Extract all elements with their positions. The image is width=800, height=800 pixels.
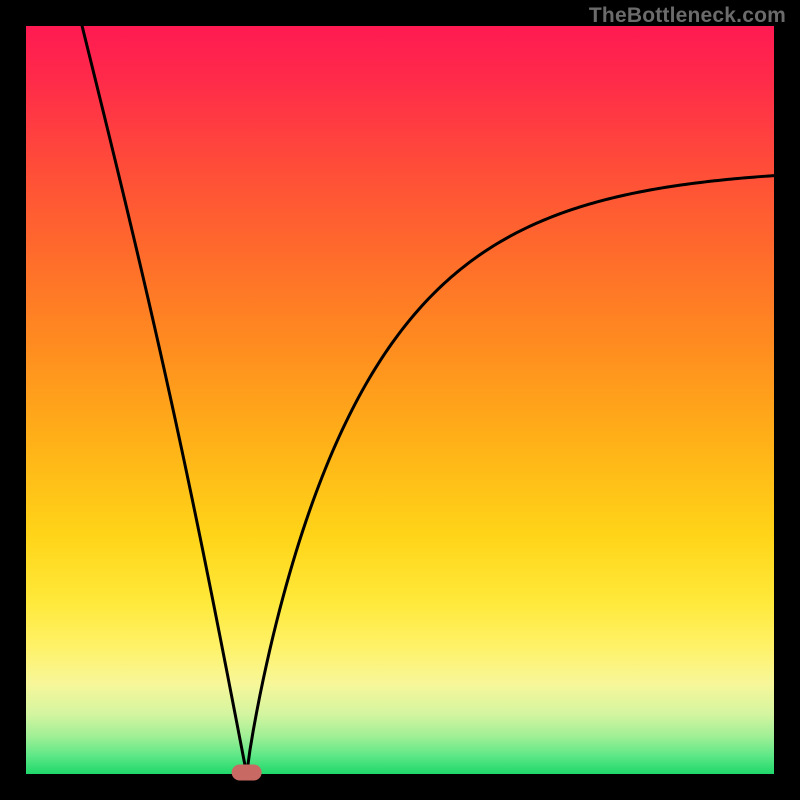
chart-svg [0,0,800,800]
watermark-text: TheBottleneck.com [589,4,786,28]
chart-container: TheBottleneck.com [0,0,800,800]
plot-area [26,26,774,774]
optimal-point-marker [232,765,262,781]
